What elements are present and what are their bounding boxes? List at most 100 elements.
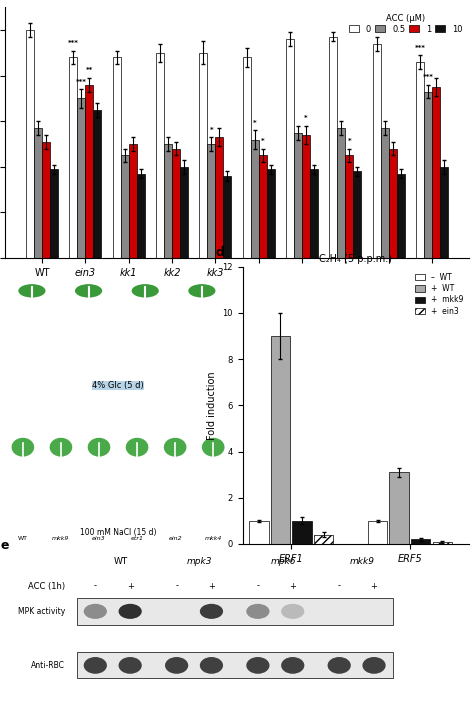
Bar [381, 128, 389, 258]
Ellipse shape [200, 603, 223, 619]
Bar [164, 144, 172, 258]
Bar [411, 539, 430, 544]
Text: +: + [208, 582, 215, 590]
Bar [389, 149, 397, 258]
Text: Anti-RBC: Anti-RBC [31, 661, 65, 670]
Text: ***: *** [423, 74, 434, 80]
Text: mkk9: mkk9 [52, 536, 70, 541]
Bar [368, 521, 387, 544]
Bar [26, 30, 34, 258]
Bar [433, 541, 452, 544]
Ellipse shape [18, 284, 46, 298]
Text: WT: WT [114, 557, 128, 566]
Legend: 0, 0.5, 1, 10: 0, 0.5, 1, 10 [347, 12, 465, 36]
Bar [223, 176, 231, 258]
Ellipse shape [50, 438, 72, 456]
Title: C₂H₄ (5 p.p.m.): C₂H₄ (5 p.p.m.) [319, 255, 392, 265]
Text: ***: *** [68, 40, 79, 46]
Bar [77, 99, 85, 258]
Ellipse shape [165, 657, 188, 674]
Bar [120, 156, 128, 258]
Bar [267, 169, 275, 258]
Text: -: - [337, 582, 341, 590]
Bar [93, 110, 101, 258]
Bar [249, 521, 269, 544]
Text: **: ** [86, 67, 93, 74]
Ellipse shape [328, 657, 351, 674]
Bar [286, 39, 294, 258]
Ellipse shape [132, 284, 159, 298]
Text: ein2: ein2 [168, 536, 182, 541]
Bar [34, 128, 42, 258]
Ellipse shape [363, 657, 386, 674]
Text: *: * [253, 120, 256, 126]
Text: *: * [210, 127, 213, 133]
Text: +: + [289, 582, 296, 590]
Ellipse shape [246, 657, 270, 674]
Bar [156, 53, 164, 258]
Text: +: + [371, 582, 377, 590]
Bar [243, 58, 251, 258]
Text: +: + [127, 582, 134, 590]
Text: 4% Glc (5 d): 4% Glc (5 d) [92, 381, 144, 390]
Bar [346, 156, 354, 258]
FancyBboxPatch shape [77, 653, 392, 678]
Text: ***: *** [76, 79, 87, 85]
Bar [432, 87, 440, 258]
Bar [128, 144, 137, 258]
Bar [424, 92, 432, 258]
Text: mkk9: mkk9 [350, 557, 375, 566]
Bar [292, 521, 312, 544]
Ellipse shape [164, 438, 186, 456]
Text: -: - [94, 582, 97, 590]
Ellipse shape [84, 657, 107, 674]
Bar [85, 85, 93, 258]
Ellipse shape [118, 603, 142, 619]
Bar [251, 139, 259, 258]
Bar [302, 135, 310, 258]
Text: etr1: etr1 [130, 536, 144, 541]
Text: ein3: ein3 [92, 536, 106, 541]
Bar [314, 535, 333, 544]
Text: mpk3: mpk3 [187, 557, 212, 566]
Bar [397, 174, 405, 258]
Y-axis label: Fold induction: Fold induction [207, 371, 217, 440]
Text: 100 mM NaCl (15 d): 100 mM NaCl (15 d) [80, 528, 156, 537]
Text: ***: *** [415, 45, 426, 50]
Bar [69, 58, 77, 258]
Bar [354, 172, 362, 258]
Bar [416, 62, 424, 258]
FancyBboxPatch shape [77, 598, 392, 625]
Bar [310, 169, 318, 258]
Bar [215, 137, 223, 258]
Text: *: * [261, 138, 264, 144]
Text: WT: WT [18, 536, 28, 541]
Bar [137, 174, 145, 258]
Text: d: d [216, 246, 224, 259]
Ellipse shape [202, 438, 225, 456]
Ellipse shape [246, 603, 270, 619]
Ellipse shape [126, 438, 148, 456]
Text: *: * [304, 115, 308, 121]
Ellipse shape [88, 438, 110, 456]
Bar [440, 167, 448, 258]
Ellipse shape [11, 438, 34, 456]
Bar [373, 44, 381, 258]
Ellipse shape [188, 284, 216, 298]
Bar [207, 144, 215, 258]
Text: -: - [256, 582, 259, 590]
Ellipse shape [281, 603, 304, 619]
Ellipse shape [84, 603, 107, 619]
Text: ACC (1h): ACC (1h) [28, 582, 65, 590]
Bar [337, 128, 346, 258]
Text: *: * [347, 138, 351, 144]
Text: e: e [0, 539, 9, 552]
Bar [172, 149, 180, 258]
Text: mpk6: mpk6 [271, 557, 296, 566]
Text: -: - [175, 582, 178, 590]
Ellipse shape [75, 284, 102, 298]
Ellipse shape [281, 657, 304, 674]
Bar [259, 156, 267, 258]
Ellipse shape [200, 657, 223, 674]
Bar [329, 37, 337, 258]
